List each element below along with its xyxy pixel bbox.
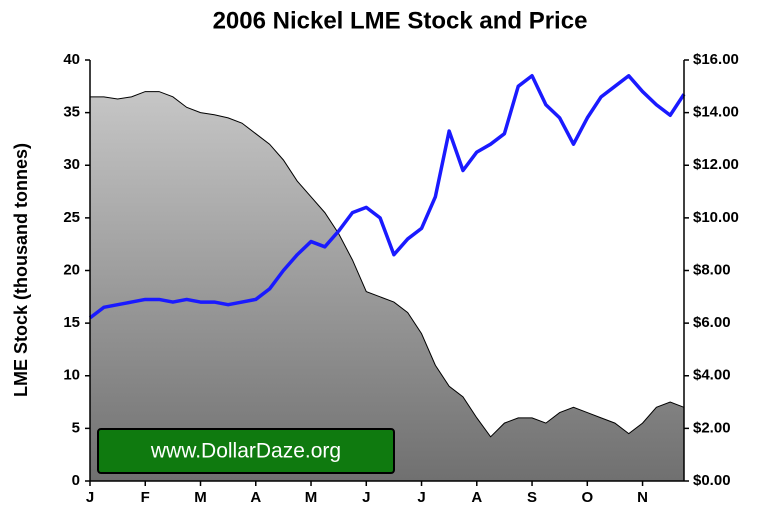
y2-tick-label: $0.00 xyxy=(693,472,731,489)
x-tick-label: F xyxy=(141,489,150,506)
y-tick-label: 35 xyxy=(63,104,80,121)
y-tick-label: 30 xyxy=(63,156,80,173)
x-tick-label: J xyxy=(86,489,94,506)
y2-tick-label: $2.00 xyxy=(693,419,731,436)
x-tick-label: M xyxy=(194,489,207,506)
x-tick-label: J xyxy=(362,489,370,506)
y-tick-label: 25 xyxy=(63,209,80,226)
y2-tick-label: $10.00 xyxy=(693,209,739,226)
plot-area: 0 5 10 15 20 25 30 35 40 $0.00 $2.00 $4.00 $6.00 $8.0… xyxy=(63,51,739,506)
y2-tick-label: $14.00 xyxy=(693,104,739,121)
x-tick-label: O xyxy=(581,489,593,506)
stock-area xyxy=(89,91,685,482)
x-tick-label: A xyxy=(250,489,261,506)
y2-tick-label: $8.00 xyxy=(693,261,731,278)
y-tick-label: 10 xyxy=(63,367,80,384)
watermark-text: www.DollarDaze.org xyxy=(150,440,341,463)
y2-tick-label: $6.00 xyxy=(693,314,731,331)
x-tick-label: A xyxy=(471,489,482,506)
y-tick-label: 20 xyxy=(63,261,80,278)
chart-title: 2006 Nickel LME Stock and Price xyxy=(213,7,588,34)
watermark-box xyxy=(97,428,395,474)
y-tick-label: 0 xyxy=(72,472,80,489)
y2-tick-label: $4.00 xyxy=(693,367,731,384)
price-line xyxy=(88,74,686,320)
x-tick-label: J xyxy=(417,489,425,506)
x-tick-label: M xyxy=(305,489,318,506)
y-tick-label: 5 xyxy=(72,419,80,436)
x-tick-label: S xyxy=(527,489,537,506)
y2-tick-label: $16.00 xyxy=(693,51,739,68)
y-tick-label: 15 xyxy=(63,314,80,331)
y2-tick-label: $12.00 xyxy=(693,156,739,173)
watermark: www.DollarDaze.org xyxy=(97,428,395,474)
y-tick-label: 40 xyxy=(63,51,80,68)
y-axis-title: LME Stock (thousand tonnes) xyxy=(11,143,31,397)
x-tick-label: N xyxy=(637,489,648,506)
